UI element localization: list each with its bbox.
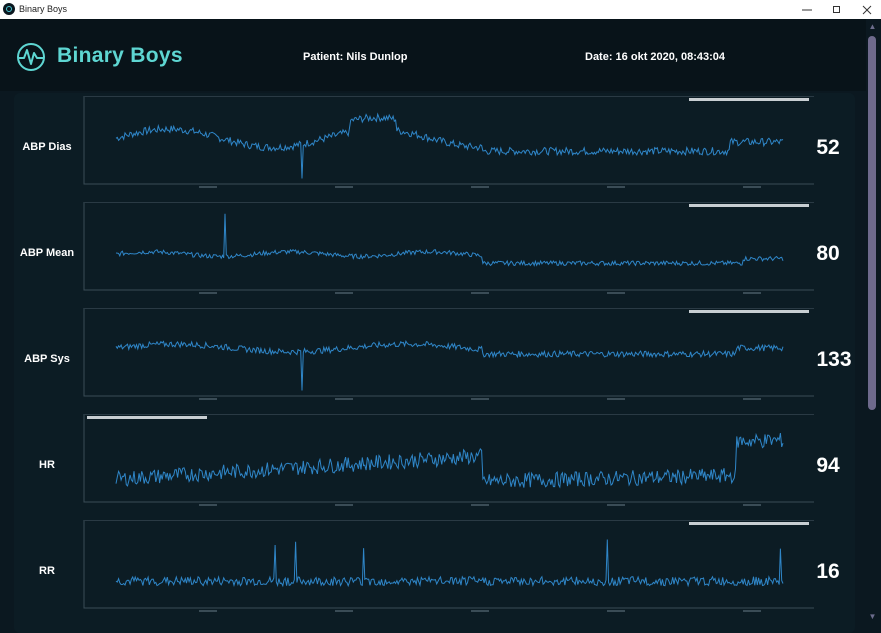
plot-abp-sys bbox=[83, 308, 814, 402]
app-logo-icon bbox=[3, 3, 15, 15]
vitals-panel bbox=[14, 93, 855, 633]
vital-value-abp-mean: 80 bbox=[816, 242, 840, 265]
close-icon bbox=[862, 5, 872, 14]
vital-label-abp-mean: ABP Mean bbox=[19, 247, 75, 259]
plot-tick bbox=[335, 610, 353, 612]
window-titlebar: Binary Boys bbox=[0, 0, 881, 19]
plot-legend bbox=[689, 522, 809, 525]
app-header bbox=[0, 19, 866, 91]
plot-tick bbox=[607, 398, 625, 400]
scroll-up-icon[interactable]: ▲ bbox=[868, 22, 877, 31]
plot-tick bbox=[199, 398, 217, 400]
plot-legend bbox=[689, 204, 809, 207]
plot-rr bbox=[83, 520, 814, 614]
plot-tick bbox=[743, 292, 761, 294]
plot-tick bbox=[607, 292, 625, 294]
plot-tick bbox=[199, 186, 217, 188]
plot-tick bbox=[743, 504, 761, 506]
plot-axes bbox=[83, 414, 814, 503]
plot-axes bbox=[83, 520, 814, 609]
plot-tick bbox=[471, 186, 489, 188]
plot-axes bbox=[83, 308, 814, 397]
plot-tick bbox=[471, 292, 489, 294]
vital-label-hr: HR bbox=[39, 459, 55, 471]
plot-legend bbox=[689, 98, 809, 101]
minimize-icon bbox=[802, 9, 812, 10]
current-date: Date: 16 okt 2020, 08:43:04 bbox=[585, 51, 726, 63]
plot-tick bbox=[199, 292, 217, 294]
vital-label-rr: RR bbox=[39, 565, 55, 577]
maximize-button[interactable] bbox=[821, 0, 851, 19]
vital-value-abp-sys: 133 bbox=[816, 348, 852, 371]
scroll-down-icon[interactable]: ▼ bbox=[868, 612, 877, 621]
plot-abp-dias bbox=[83, 96, 814, 190]
scrollbar-thumb[interactable] bbox=[868, 36, 876, 410]
plot-tick bbox=[471, 504, 489, 506]
waveform-trace bbox=[115, 213, 784, 267]
plot-tick bbox=[335, 292, 353, 294]
waveform-trace bbox=[115, 432, 784, 489]
vital-value-rr: 16 bbox=[816, 560, 840, 583]
plot-tick bbox=[199, 610, 217, 612]
heartbeat-logo-icon bbox=[17, 43, 45, 71]
plot-hr bbox=[83, 414, 814, 508]
plot-tick bbox=[743, 398, 761, 400]
plot-tick bbox=[743, 610, 761, 612]
plot-tick bbox=[471, 398, 489, 400]
plot-tick bbox=[743, 186, 761, 188]
maximize-icon bbox=[832, 6, 840, 13]
plot-tick bbox=[199, 504, 217, 506]
minimize-button[interactable] bbox=[792, 0, 822, 19]
brand-name: Binary Boys bbox=[57, 44, 183, 67]
plot-tick bbox=[471, 610, 489, 612]
waveform-trace bbox=[115, 539, 784, 588]
patient-name: Patient: Nils Dunlop bbox=[303, 51, 408, 63]
waveform-trace bbox=[115, 339, 784, 391]
plot-tick bbox=[335, 504, 353, 506]
plot-tick bbox=[607, 504, 625, 506]
vital-label-abp-dias: ABP Dias bbox=[22, 141, 72, 153]
plot-legend bbox=[87, 416, 207, 419]
vital-value-abp-dias: 52 bbox=[816, 136, 840, 159]
plot-abp-mean bbox=[83, 202, 814, 296]
plot-tick bbox=[335, 186, 353, 188]
vital-value-hr: 94 bbox=[816, 454, 840, 477]
window-title: Binary Boys bbox=[19, 4, 68, 14]
plot-tick bbox=[335, 398, 353, 400]
plot-tick bbox=[607, 186, 625, 188]
plot-axes bbox=[83, 96, 814, 185]
close-button[interactable] bbox=[852, 0, 881, 19]
plot-tick bbox=[607, 610, 625, 612]
waveform-trace bbox=[115, 112, 784, 179]
vital-label-abp-sys: ABP Sys bbox=[24, 353, 70, 365]
plot-legend bbox=[689, 310, 809, 313]
plot-axes bbox=[83, 202, 814, 291]
